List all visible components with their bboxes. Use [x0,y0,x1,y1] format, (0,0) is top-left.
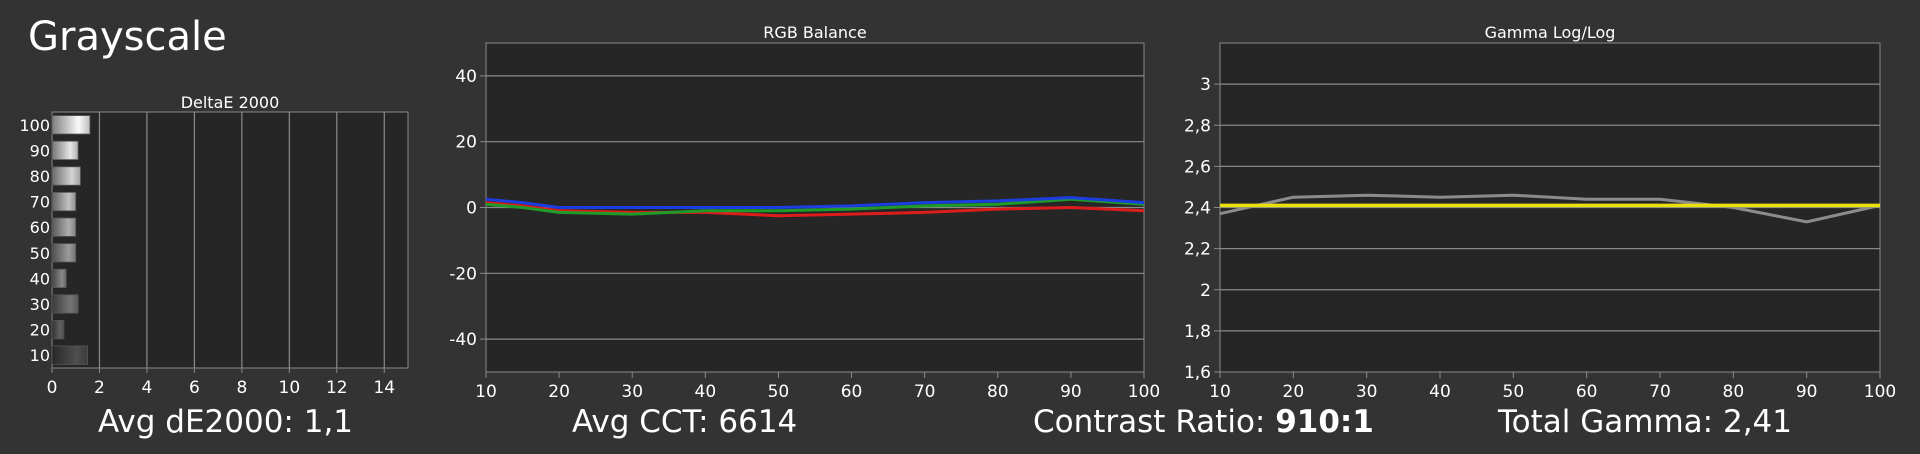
gamma-chart: Gamma Log/Log 3 2,8 2,6 2,4 2,2 2 1,8 1,610 20 30 4… [1184,23,1896,402]
deltae-bar [51,243,77,263]
avg-cct-stat: Avg CCT: 6614 [572,404,797,440]
gamma-y-tick-label: 2,8 [1184,116,1211,136]
rgb-x-tick-label: 30 [621,382,643,402]
deltae-bar [51,345,88,365]
deltae-x-tick-label: 8 [236,378,247,398]
rgb-x-tick-label: 20 [548,382,570,402]
rgb-y-tick-label: -40 [449,330,477,350]
gamma-series-gamma-measured [1219,193,1881,224]
deltae-y-tick-label: 30 [30,295,50,314]
total-gamma-stat: Total Gamma: 2,41 [1498,404,1792,440]
deltae-x-tick-label: 0 [47,378,58,398]
deltae-y-tick-label: 40 [30,269,50,288]
rgb-x-tick-label: 50 [768,382,790,402]
contrast-label: Contrast Ratio: [1033,404,1276,440]
gamma-x-tick-label: 100 [1864,382,1896,402]
total-gamma-value: 2,41 [1722,404,1792,440]
gamma-x-tick-label: 70 [1649,382,1671,402]
deltae-bar [51,166,81,186]
rgb-x-tick-label: 100 [1128,382,1160,402]
gamma-y-tick-label: 3 [1200,75,1211,95]
rgb-y-tick-label: 20 [455,133,477,153]
avg-cct-value: 6614 [718,404,798,440]
deltae-bar [51,268,67,289]
deltae-y-tick-label: 50 [30,244,50,263]
deltae-y-tick-label: 70 [30,193,50,212]
rgb-x-tick-label: 70 [914,382,936,402]
deltae-bar [51,140,79,161]
deltae-chart: DeltaE 2000 0 2 4 6 8 10 12 14 100 90 80 70 60 50 40 30 2… [19,93,409,398]
gamma-x-tick-label: 10 [1209,382,1231,402]
deltae-y-tick-label: 20 [30,321,50,340]
rgb-y-tick-label: -20 [449,264,477,284]
rgb-balance-chart: RGB Balance 40 20 0 -20 -40 10 20 30 40 50 60 70 80 90… [449,23,1160,402]
deltae-bar [51,319,65,340]
gamma-y-tick-label: 2,4 [1184,199,1211,219]
avg-de-value: 1,1 [303,404,354,440]
deltae-x-tick-label: 14 [373,378,395,398]
rgb-series-green [485,197,1145,216]
deltae-plot-area [51,111,409,369]
contrast-stat: Contrast Ratio: 910:1 [1033,404,1374,440]
deltae-bar [51,294,79,314]
page-title: Grayscale [28,14,227,60]
rgb-x-tick-label: 90 [1060,382,1082,402]
deltae-y-tick-label: 90 [30,141,50,160]
contrast-value: 910:1 [1275,404,1374,440]
gamma-x-tick-label: 30 [1356,382,1378,402]
deltae-y-tick-label: 100 [19,116,50,135]
deltae-bar [51,191,77,212]
gamma-y-tick-label: 2,2 [1184,240,1211,260]
rgb-x-tick-label: 60 [841,382,863,402]
deltae-x-tick-label: 10 [279,378,301,398]
rgb-x-tick-label: 80 [987,382,1009,402]
gamma-x-tick-label: 50 [1503,382,1525,402]
deltae-x-tick-label: 12 [326,378,348,398]
gamma-x-tick-label: 80 [1723,382,1745,402]
gamma-y-tick-label: 2,6 [1184,157,1211,177]
gamma-x-tick-label: 60 [1576,382,1598,402]
gamma-y-tick-label: 1,6 [1184,363,1211,383]
deltae-x-tick-label: 6 [189,378,200,398]
rgb-y-tick-label: 40 [455,67,477,87]
deltae-x-tick-label: 2 [94,378,105,398]
gamma-y-tick-label: 2 [1200,281,1211,301]
rgb-x-tick-label: 10 [475,382,497,402]
gamma-x-tick-label: 20 [1283,382,1305,402]
gamma-title: Gamma Log/Log [1485,23,1616,42]
rgb-series-blue [485,196,1145,209]
rgb-title: RGB Balance [763,23,866,42]
deltae-y-tick-label: 80 [30,167,50,186]
rgb-x-tick-label: 40 [695,382,717,402]
total-gamma-label: Total Gamma: [1498,404,1723,440]
deltae-bar [51,115,91,135]
gamma-x-tick-label: 90 [1796,382,1818,402]
rgb-series-red [485,201,1145,218]
rgb-y-tick-label: 0 [466,199,477,219]
avg-de-stat: Avg dE2000: 1,1 [98,404,353,440]
deltae-y-tick-label: 10 [30,346,50,365]
gamma-y-tick-label: 1,8 [1184,322,1211,342]
deltae-y-tick-label: 60 [30,218,50,237]
deltae-title: DeltaE 2000 [181,93,280,112]
avg-de-label: Avg dE2000: [98,404,304,440]
deltae-bar [51,217,77,237]
deltae-x-tick-label: 4 [142,378,153,398]
avg-cct-label: Avg CCT: [572,404,719,440]
gamma-x-tick-label: 40 [1429,382,1451,402]
